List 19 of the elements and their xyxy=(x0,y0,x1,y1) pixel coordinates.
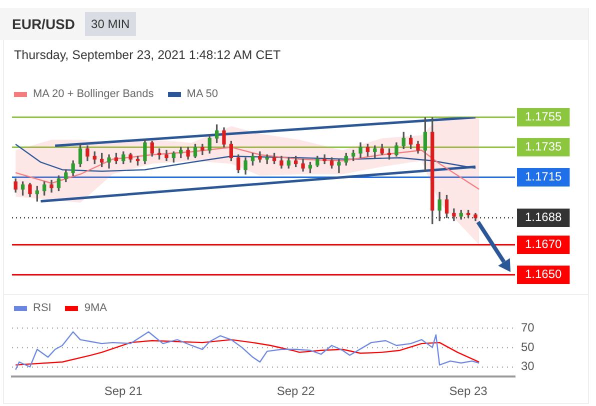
y-tick-label: 30 xyxy=(521,359,535,374)
y-tick-label: 1.1735 xyxy=(525,140,562,154)
x-tick-label: Sep 22 xyxy=(276,384,316,398)
x-tick-label: Sep 21 xyxy=(104,384,143,398)
text: Thursday, September 23, 2021 1:48:12 AM CET xyxy=(14,48,281,62)
chart-title: EUR/USD xyxy=(12,16,76,32)
legend-label: MA 50 xyxy=(186,88,218,100)
y-tick-label: 1.1715 xyxy=(525,170,562,184)
y-tick-label: 1.1650 xyxy=(525,267,562,282)
legend-label: RSI xyxy=(33,302,52,314)
legend-label: 9MA xyxy=(84,302,107,314)
y-tick-label: 1.1688 xyxy=(525,210,562,224)
y-tick-label: 1.1755 xyxy=(525,110,562,124)
legend-label: MA 20 + Bollinger Bands xyxy=(33,88,154,100)
x-tick-label: Sep 23 xyxy=(449,384,488,398)
y-tick-label: 1.1670 xyxy=(525,237,562,252)
y-tick-label: 50 xyxy=(521,340,535,354)
y-tick-label: 70 xyxy=(521,320,535,334)
chart-subtitle: 30 MIN xyxy=(85,12,136,36)
